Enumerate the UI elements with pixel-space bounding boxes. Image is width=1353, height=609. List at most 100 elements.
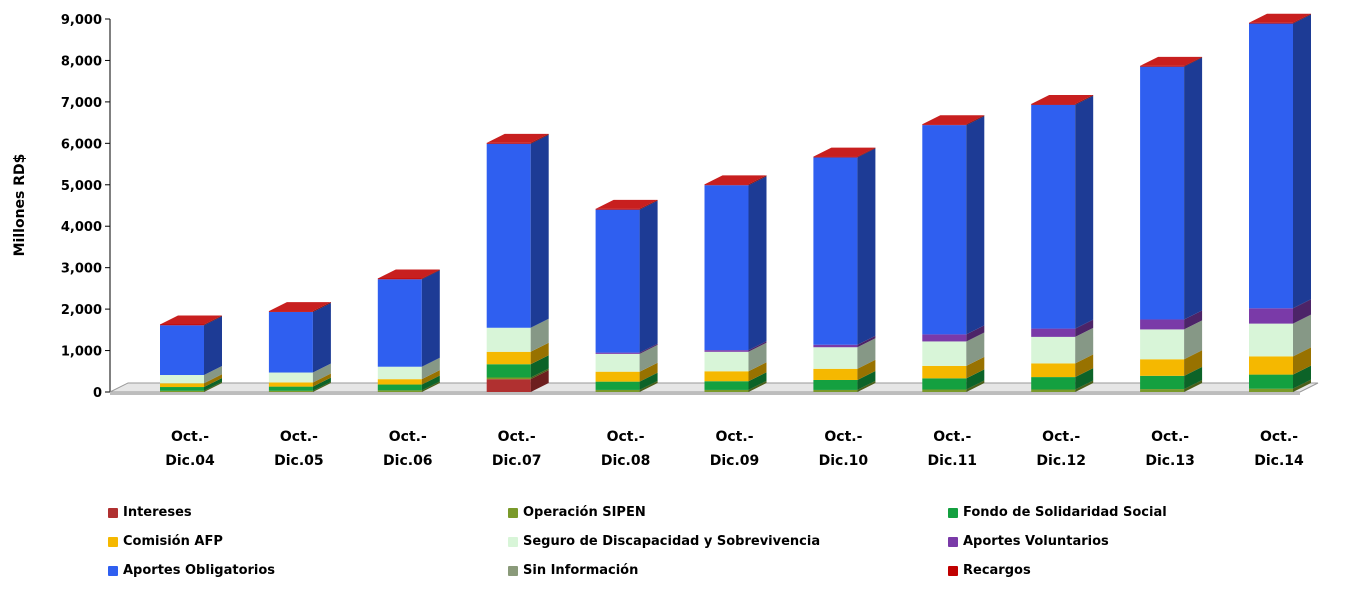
legend-swatch bbox=[948, 565, 958, 576]
bar-segment-side bbox=[530, 370, 549, 392]
bar-segment bbox=[160, 390, 204, 392]
bar-segment-side bbox=[312, 377, 331, 391]
bar-segment-side bbox=[639, 362, 658, 382]
bar-segment-top bbox=[486, 133, 549, 143]
bar-segment bbox=[704, 371, 749, 382]
bar-segment bbox=[1031, 363, 1076, 378]
bar-segment-side bbox=[748, 362, 767, 382]
bar-segment bbox=[1140, 329, 1185, 360]
x-tick-label: Oct.-Dic.09 bbox=[710, 429, 760, 469]
bar-segment bbox=[1140, 389, 1185, 392]
bar-segment-side bbox=[204, 374, 222, 388]
x-tick-label: Oct.-Dic.14 bbox=[1254, 429, 1304, 469]
bar-segment bbox=[268, 311, 313, 313]
bar-segment bbox=[704, 351, 749, 372]
bar-segment-side bbox=[204, 316, 222, 376]
bar-segment-side bbox=[857, 359, 876, 380]
y-tick-label: 2,000 bbox=[61, 303, 102, 318]
legend-item: Aportes Voluntarios bbox=[948, 534, 1109, 549]
legend-item: Aportes Obligatorios bbox=[108, 563, 275, 578]
y-tick-label: 8,000 bbox=[61, 54, 102, 69]
bar-segment-side bbox=[1184, 380, 1203, 392]
bar-segment bbox=[1031, 336, 1076, 364]
bar-segment bbox=[160, 375, 204, 384]
bar-segment bbox=[1140, 359, 1185, 376]
bar-segment-side bbox=[639, 199, 658, 210]
bar-segment-top bbox=[813, 147, 876, 157]
legend-swatch bbox=[108, 536, 118, 547]
bar-segment bbox=[813, 389, 858, 392]
bar-segment bbox=[704, 350, 749, 352]
bar-segment-side bbox=[1293, 14, 1311, 309]
bar-segment-side bbox=[1184, 56, 1203, 67]
bar-segment-side bbox=[421, 370, 440, 385]
bar-segment-top bbox=[1031, 94, 1094, 104]
bar-stack bbox=[1031, 94, 1094, 392]
bar-segment-side bbox=[204, 366, 222, 384]
bar-segment-side bbox=[966, 115, 985, 126]
bar-stack bbox=[1140, 56, 1203, 392]
bar-segment bbox=[1249, 323, 1293, 357]
bar-segment bbox=[922, 334, 967, 342]
legend-swatch bbox=[108, 507, 118, 518]
bar-segment-side bbox=[1184, 310, 1203, 330]
bar-segment-side bbox=[966, 325, 985, 342]
bar-segment-side bbox=[421, 375, 440, 391]
legend-item: Recargos bbox=[948, 563, 1031, 578]
bar-segment bbox=[922, 365, 967, 379]
bar-segment-side bbox=[748, 176, 767, 351]
bar-segment bbox=[922, 378, 967, 390]
bar-segment-side bbox=[312, 363, 331, 383]
bar-segment bbox=[486, 377, 531, 380]
bar-segment bbox=[1249, 308, 1293, 324]
bar-segment bbox=[813, 344, 858, 348]
bar-segment-side bbox=[312, 303, 331, 373]
bar-segment bbox=[1249, 23, 1293, 309]
legend-item: Intereses bbox=[108, 505, 192, 520]
bar-stack bbox=[922, 115, 985, 392]
bar-segment bbox=[1031, 103, 1076, 105]
bar-segment-side bbox=[1184, 320, 1203, 360]
bar-segment bbox=[160, 387, 204, 391]
x-tick-label: Oct.-Dic.07 bbox=[492, 429, 542, 469]
bar-segment-side bbox=[421, 270, 440, 367]
bar-segment-side bbox=[1293, 299, 1311, 324]
x-tick-label: Oct.-Dic.04 bbox=[165, 429, 215, 469]
bar-segment bbox=[1249, 22, 1293, 24]
bar-segment-side bbox=[312, 381, 331, 392]
legend-swatch bbox=[508, 507, 518, 518]
bar-stack bbox=[704, 175, 767, 392]
bar-segment bbox=[595, 389, 640, 392]
x-tick-label: Oct.-Dic.08 bbox=[601, 429, 651, 469]
legend-item: Seguro de Discapacidad y Sobrevivencia bbox=[508, 534, 820, 549]
y-tick-label: 5,000 bbox=[61, 179, 102, 194]
x-tick-label: Oct.-Dic.11 bbox=[928, 429, 978, 469]
bar-segment-side bbox=[1293, 13, 1311, 24]
x-tick-label: Oct.-Dic.12 bbox=[1036, 429, 1086, 469]
bar-segment-side bbox=[530, 318, 549, 352]
legend-label: Aportes Voluntarios bbox=[963, 534, 1109, 549]
bar-segment-side bbox=[1293, 379, 1311, 392]
bar-segment bbox=[486, 379, 531, 392]
x-tick-label: Oct.-Dic.10 bbox=[819, 429, 869, 469]
bar-segment bbox=[813, 157, 858, 345]
bar-segment-side bbox=[1293, 365, 1311, 389]
bar-segment-top bbox=[704, 175, 767, 185]
bar-segment-side bbox=[857, 148, 876, 345]
bar-segment-side bbox=[312, 302, 331, 313]
legend-label: Operación SIPEN bbox=[523, 505, 646, 520]
bar-segment bbox=[486, 142, 531, 144]
bar-segment bbox=[813, 368, 858, 380]
bar-segment-side bbox=[204, 381, 222, 392]
bar-segment bbox=[1031, 377, 1076, 390]
bar-stack bbox=[377, 269, 440, 392]
bar-segment bbox=[486, 364, 531, 378]
legend-item: Sin Información bbox=[508, 563, 638, 578]
bar-segment-side bbox=[748, 341, 767, 352]
bar-segment-side bbox=[1184, 350, 1203, 376]
bar-segment bbox=[486, 327, 531, 352]
bar-segment bbox=[377, 384, 422, 391]
legend-label: Comisión AFP bbox=[123, 534, 223, 549]
legend-item: Comisión AFP bbox=[108, 534, 223, 549]
bar-stack bbox=[1249, 13, 1311, 392]
